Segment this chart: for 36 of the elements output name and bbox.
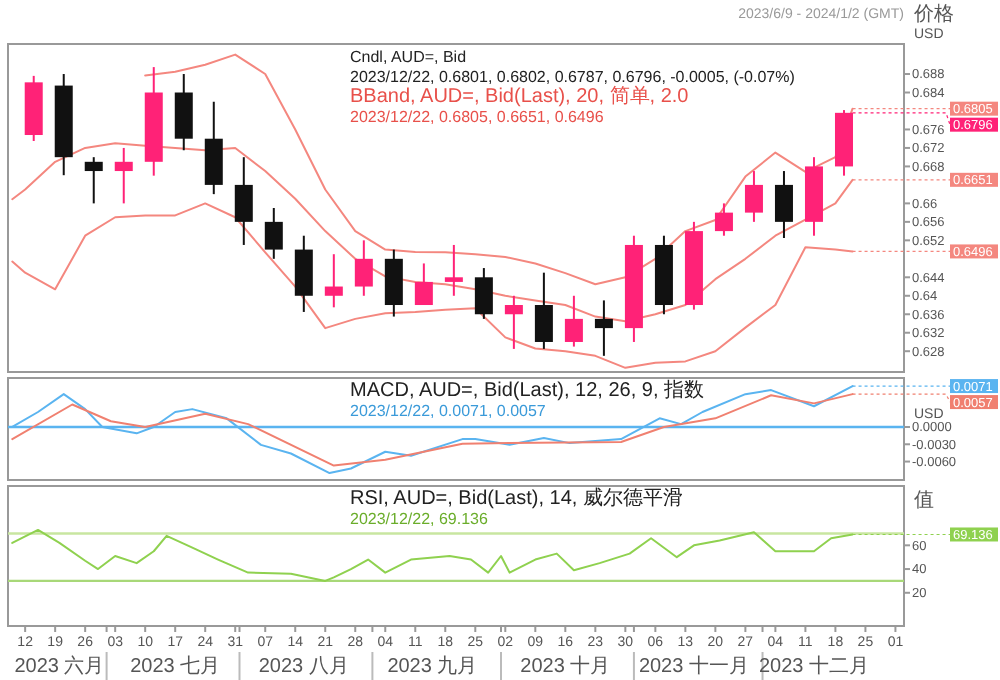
chart-title: RSI, AUD=, Bid(Last), 14, 威尔德平滑 [350, 486, 683, 510]
text: 2023/12/22, 0.6801, 0.6802, 0.6787, 0.6796, -0.0005, (-0.07%) [350, 68, 796, 86]
candlestick [504, 294, 523, 350]
text: 2023/12/22, 0.0071, 0.0057 [350, 402, 547, 420]
candlestick [294, 234, 313, 313]
candlestick [474, 267, 493, 320]
x2-tick-label: 2023 九月 [387, 654, 478, 678]
candlestick [594, 299, 613, 357]
x2-tick-label: 2023 十一月 [638, 654, 749, 678]
text: 2023/12/22, 69.136 [350, 510, 490, 528]
candlestick [324, 253, 343, 309]
candlestick [234, 156, 253, 246]
candlestick [84, 156, 103, 205]
x2-tick-label: 2023 十月 [520, 654, 611, 678]
chart-title: Cndl, AUD=, Bid [350, 48, 467, 66]
x2-tick-label: 2023 七月 [130, 654, 221, 678]
annotation: BBand, AUD=, Bid(Last), 20, 简单, 2.0 [350, 84, 690, 108]
x2-tick-label: 2023 八月 [258, 656, 349, 678]
chart-title: MACD, AUD=, Bid(Last), 12, 26, 9, 指数 [350, 378, 705, 402]
candlestick [384, 248, 403, 318]
y-axis-title: 值 [914, 490, 934, 512]
candlestick [714, 202, 733, 237]
candlestick [354, 239, 373, 297]
candlestick [414, 262, 433, 307]
candlestick [534, 271, 553, 350]
candlestick [564, 294, 583, 348]
candlestick [174, 73, 193, 152]
candlestick [774, 170, 793, 240]
candlestick [744, 170, 763, 223]
candlestick [114, 146, 133, 205]
x2-tick-label: 2023 十二月 [758, 654, 869, 678]
candlestick [264, 207, 283, 260]
candlestick [204, 100, 223, 196]
candlestick [444, 243, 463, 297]
x2-tick-label: 2023 六月 [14, 654, 105, 678]
annotation: 2023/12/22, 0.6805, 0.6651, 0.6496 [350, 108, 605, 126]
